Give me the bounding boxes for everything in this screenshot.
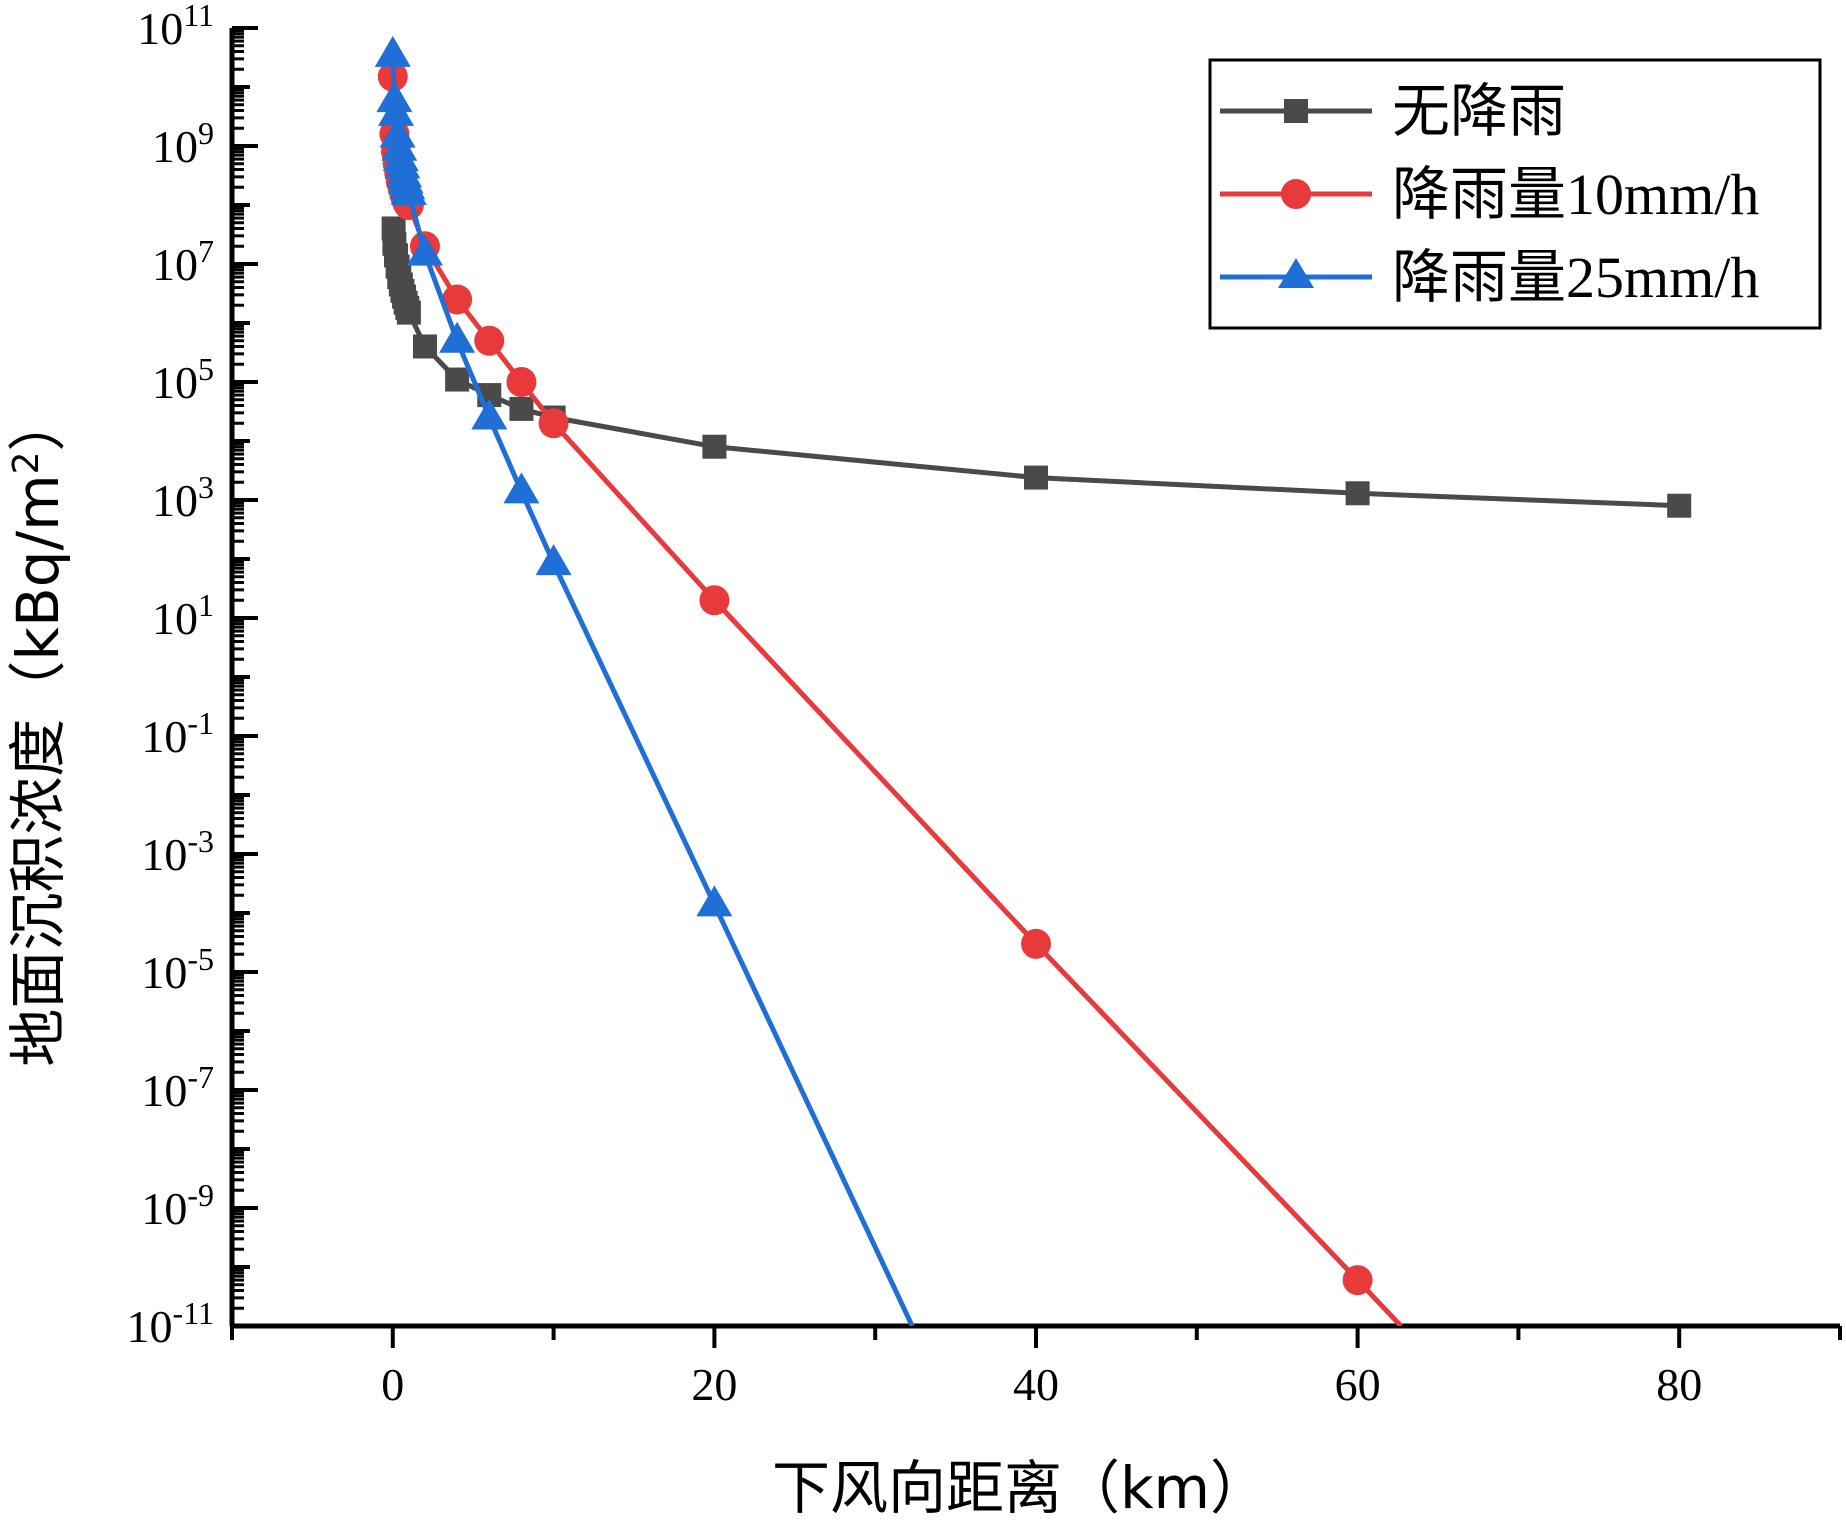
y-tick-label: 109 bbox=[152, 115, 214, 172]
x-tick-label: 0 bbox=[381, 1359, 404, 1410]
y-axis-title-close: ） bbox=[4, 393, 72, 451]
y-tick-label-exponent: -7 bbox=[187, 1059, 214, 1095]
data-point-square bbox=[1345, 481, 1370, 506]
plot-area: 101110910710510310110-110-310-510-710-91… bbox=[127, 0, 1842, 1410]
y-tick-label-base: 10 bbox=[141, 947, 187, 998]
y-tick-label: 105 bbox=[152, 351, 214, 408]
data-point-triangle bbox=[376, 81, 413, 113]
data-point-circle bbox=[442, 284, 473, 315]
x-tick-label: 40 bbox=[1013, 1359, 1059, 1410]
data-point-circle bbox=[538, 408, 569, 439]
data-series-group bbox=[374, 35, 1692, 1326]
data-point-square bbox=[702, 434, 727, 459]
data-point-circle bbox=[1342, 1265, 1373, 1296]
legend-label-rain-25: 降雨量25mm/h bbox=[1392, 245, 1759, 310]
y-tick-label: 10-11 bbox=[127, 1295, 214, 1352]
data-point-square bbox=[396, 300, 421, 325]
data-point-circle bbox=[699, 585, 730, 616]
x-axis-title: 下风向距离（km） bbox=[772, 1454, 1268, 1520]
y-tick-label-exponent: -11 bbox=[173, 1295, 214, 1331]
y-tick-label-exponent: 1 bbox=[198, 587, 214, 623]
data-point-circle bbox=[474, 325, 505, 356]
y-tick-label-base: 10 bbox=[152, 593, 198, 644]
x-tick-label: 60 bbox=[1335, 1359, 1381, 1410]
y-tick-label-exponent: -9 bbox=[187, 1177, 214, 1213]
data-point-circle bbox=[506, 367, 537, 397]
y-tick-label-base: 10 bbox=[152, 475, 198, 526]
data-point-triangle bbox=[390, 173, 427, 205]
y-tick-label: 10-7 bbox=[141, 1059, 214, 1116]
data-point-triangle bbox=[503, 472, 540, 504]
data-point-square bbox=[509, 396, 534, 421]
y-tick-label-base: 10 bbox=[141, 711, 187, 762]
data-point-triangle bbox=[696, 885, 733, 917]
data-point-square bbox=[1024, 465, 1048, 490]
data-point-square bbox=[445, 367, 470, 392]
data-point-triangle bbox=[535, 544, 572, 576]
legend-marker-triangle bbox=[1278, 258, 1314, 288]
data-point-triangle bbox=[374, 35, 411, 67]
legend-marker-square bbox=[1284, 99, 1308, 123]
data-point-triangle bbox=[471, 398, 508, 430]
y-tick-label: 10-3 bbox=[141, 823, 214, 880]
data-point-square bbox=[412, 334, 437, 359]
y-tick-label-exponent: 3 bbox=[198, 469, 214, 505]
y-tick-label-base: 10 bbox=[127, 1301, 173, 1352]
y-tick-label-base: 10 bbox=[152, 239, 198, 290]
data-point-triangle bbox=[406, 234, 443, 266]
y-tick-label-exponent: 7 bbox=[198, 233, 214, 269]
series-2 bbox=[374, 35, 915, 1326]
y-tick-label-base: 10 bbox=[141, 829, 187, 880]
data-point-triangle bbox=[378, 94, 415, 126]
legend: 无降雨 降雨量10mm/h 降雨量25mm/h bbox=[1208, 58, 1822, 330]
y-tick-label-exponent: 5 bbox=[198, 351, 214, 387]
y-tick-label-base: 10 bbox=[152, 357, 198, 408]
y-tick-label: 101 bbox=[152, 587, 214, 644]
y-tick-label-exponent: -1 bbox=[187, 705, 214, 741]
data-point-triangle bbox=[439, 321, 476, 353]
y-tick-label-exponent: -5 bbox=[187, 941, 214, 977]
legend-marker-circle bbox=[1281, 179, 1311, 209]
data-point-triangle bbox=[379, 116, 416, 148]
y-tick-label-exponent: 9 bbox=[198, 115, 214, 151]
legend-label-no-rain: 无降雨 bbox=[1392, 79, 1566, 144]
y-axis-title: 地面沉积浓度（kBq/m2） bbox=[4, 393, 72, 1066]
y-tick-label-base: 10 bbox=[141, 1065, 187, 1116]
y-tick-label-exponent: 11 bbox=[183, 0, 214, 33]
legend-label-rain-10: 降雨量10mm/h bbox=[1392, 162, 1759, 227]
y-tick-label-base: 10 bbox=[152, 121, 198, 172]
x-tick-label: 20 bbox=[691, 1359, 737, 1410]
y-axis-title-superscript: 2 bbox=[6, 451, 47, 474]
series-0 bbox=[381, 216, 1692, 518]
y-tick-label: 10-9 bbox=[141, 1177, 214, 1234]
y-tick-label: 107 bbox=[152, 233, 214, 290]
y-tick-label-base: 10 bbox=[141, 1183, 187, 1234]
data-point-circle bbox=[1021, 928, 1051, 959]
x-tick-label: 80 bbox=[1656, 1359, 1702, 1410]
y-axis-title-main: 地面沉积浓度（kBq/m bbox=[4, 474, 72, 1066]
y-tick-label: 10-1 bbox=[141, 705, 214, 762]
y-tick-label: 103 bbox=[152, 469, 214, 526]
y-tick-label: 10-5 bbox=[141, 941, 214, 998]
y-tick-label-base: 10 bbox=[137, 3, 183, 54]
data-point-square bbox=[1667, 493, 1692, 518]
y-tick-label: 1011 bbox=[137, 0, 214, 54]
y-tick-label-exponent: -3 bbox=[187, 823, 214, 859]
